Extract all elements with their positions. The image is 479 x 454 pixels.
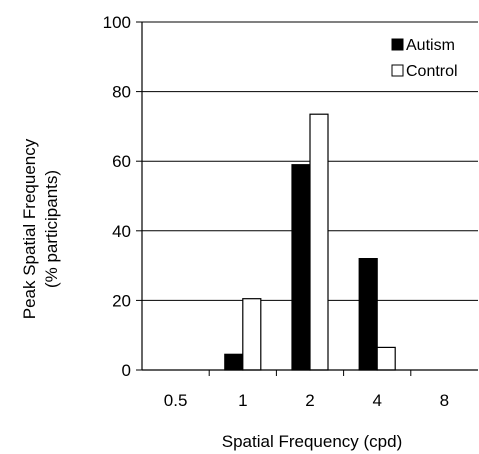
legend: Autism Control [391,37,458,80]
x-axis-title: Spatial Frequency (cpd) [222,432,402,451]
legend-label-autism: Autism [406,37,455,54]
bar-control-1 [242,298,262,371]
bar-control-4 [376,346,396,371]
legend-swatch-control [391,64,404,77]
bars [224,113,396,371]
y-axis-title-line2: (% participants) [42,170,61,288]
y-tick-label-20: 20 [112,291,131,310]
legend-label-control: Control [406,63,458,80]
x-tick-label-4: 4 [372,391,381,410]
bar-autism-4 [358,258,378,371]
x-tick-label-1: 1 [238,391,247,410]
legend-swatch-autism [391,38,404,51]
axes [141,22,478,371]
bar-autism-2 [291,164,311,371]
y-tick-label-80: 80 [112,83,131,102]
bar-control-2 [309,113,329,371]
y-axis-title-line1: Peak Spatial Frequency [20,138,39,319]
y-tick-label-100: 100 [103,13,131,32]
y-tick-label-40: 40 [112,222,131,241]
x-tick-label-0.5: 0.5 [164,391,188,410]
x-tick-label-8: 8 [440,391,449,410]
x-tick-label-2: 2 [305,391,314,410]
y-tick-label-0: 0 [122,361,131,380]
bar-autism-1 [224,353,244,371]
y-tick-label-60: 60 [112,152,131,171]
tick-labels: 0 20 40 60 80 100 0.5 1 2 4 8 [103,13,450,410]
